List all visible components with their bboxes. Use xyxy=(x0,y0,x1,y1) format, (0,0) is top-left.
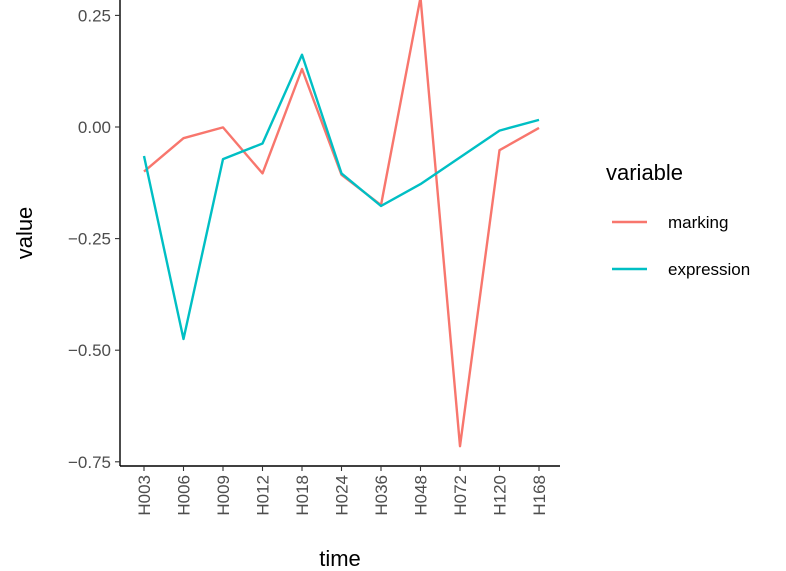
series-line-expression xyxy=(142,53,540,341)
y-tick-label: 0.25 xyxy=(78,6,111,25)
y-tick-label: −0.50 xyxy=(68,341,111,360)
series-layer xyxy=(142,0,540,448)
y-tick-label: 0.00 xyxy=(78,118,111,137)
x-tick-label: H072 xyxy=(451,475,470,516)
axes-layer: 0.25 0.00 −0.25 −0.50 −0.75 H003 H006 H009 H012 H… xyxy=(68,0,560,516)
y-tick-label: −0.75 xyxy=(68,453,111,472)
x-axis-title: time xyxy=(319,546,361,571)
legend-title: variable xyxy=(606,160,683,185)
x-tick-label: H018 xyxy=(293,475,312,516)
x-tick-label: H006 xyxy=(175,475,194,516)
x-tick-label: H012 xyxy=(254,475,273,516)
x-tick-label: H120 xyxy=(491,475,510,516)
x-tick-label: H036 xyxy=(372,475,391,516)
legend: variable marking expression xyxy=(606,160,750,279)
x-tick-label: H048 xyxy=(412,475,431,516)
y-tick-label: −0.25 xyxy=(68,230,111,249)
x-tick-label: H168 xyxy=(530,475,549,516)
legend-label-marking: marking xyxy=(668,213,728,232)
x-tick-label: H003 xyxy=(135,475,154,516)
series-line-marking xyxy=(143,0,540,448)
x-tick-label: H009 xyxy=(214,475,233,516)
x-tick-label: H024 xyxy=(333,475,352,516)
y-axis-title: value xyxy=(12,207,37,260)
legend-label-expression: expression xyxy=(668,260,750,279)
